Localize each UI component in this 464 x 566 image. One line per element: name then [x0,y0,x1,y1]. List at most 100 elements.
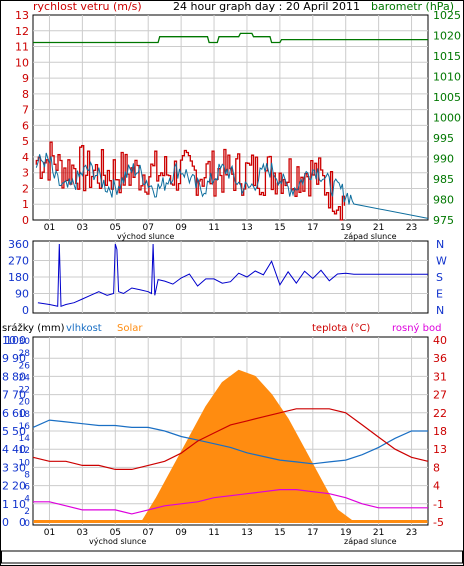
hour-tick-label: 11 [208,528,219,538]
hour-tick-label: 03 [77,528,88,538]
humidity-tick-label: 20 [12,480,26,493]
humidity-tick-label: 70 [12,389,26,402]
solar-tick-label: 18 [19,410,31,420]
legend-solar: Solar [117,323,143,334]
temperature-tick-label: 40 [433,334,447,347]
direction-tick-label: 360 [8,238,29,251]
hour-tick-label: 23 [406,528,417,538]
hour-tick-label: 01 [44,223,55,233]
chart-title: 24 hour graph day : 20 April 2011 [173,0,360,13]
pressure-line [33,32,428,44]
hour-tick-label: 07 [142,528,153,538]
footer-bar [1,550,463,564]
direction-tick-label: 0 [22,304,29,317]
hour-tick-label: 07 [142,223,153,233]
solar-tick-label: 8 [24,470,30,480]
wind-direction-line [37,243,428,308]
hour-tick-label: 01 [44,528,55,538]
hour-tick-label: 15 [274,223,285,233]
temperature-tick-label: -1 [433,498,444,511]
hour-tick-label: 13 [241,528,252,538]
right-axis-label: barometr (hPa) [371,0,454,13]
temperature-tick-label: 8 [433,461,440,474]
hour-tick-label: 15 [274,528,285,538]
solar-tick-label: 10 [19,458,31,468]
left-axis-label: rychlost vetru (m/s) [33,0,142,13]
hour-tick-label: 09 [175,223,187,233]
hour-tick-label: 17 [307,528,318,538]
hour-tick-label: 21 [373,223,384,233]
solar-tick-label: 4 [24,495,30,505]
humidity-tick-label: 90 [12,352,26,365]
direction-tick-label: 270 [8,255,29,268]
wind-tick-label: 0 [22,214,29,227]
dewpoint-line [33,489,428,515]
solar-tick-label: 28 [19,349,31,359]
pressure-tick-label: 980 [433,194,454,207]
hour-tick-label: 03 [77,223,88,233]
rain-tick-label: 0 [2,516,9,529]
solar-tick-label: 24 [19,373,31,383]
wind-tick-label: 1 [22,198,29,211]
solar-tick-label: 26 [19,361,31,371]
pressure-tick-label: 1020 [433,30,461,43]
humidity-tick-label: 50 [12,425,26,438]
temperature-tick-label: 4 [433,480,440,493]
wind-tick-label: 10 [15,56,29,69]
rain-tick-label: 6 [2,407,9,420]
sunset-label: západ slunce [344,232,397,241]
wind-speed-line [35,141,346,221]
solar-tick-label: 2 [24,507,30,517]
hour-tick-label: 13 [241,223,252,233]
humidity-tick-label: 10 [12,498,26,511]
solar-tick-label: 0 [24,519,30,529]
rain-tick-label: 7 [2,389,9,402]
wind-tick-label: 8 [22,88,29,101]
compass-tick-label: S [436,271,443,284]
legend-humidity: vlhkost [66,323,102,334]
wind-tick-label: 6 [22,119,29,132]
wind-tick-label: 12 [15,25,29,38]
rain-bar [34,520,427,523]
rain-tick-label: 2 [2,480,9,493]
temperature-tick-label: 36 [433,352,447,365]
humidity-tick-label: 80 [12,370,26,383]
rain-tick-label: 5 [2,425,9,438]
humidity-tick-label: 100 [5,334,26,347]
pressure-tick-label: 1000 [433,112,461,125]
humidity-tick-label: 0 [19,516,26,529]
direction-tick-label: 180 [8,271,29,284]
temperature-tick-label: 13 [433,443,447,456]
pressure-tick-label: 975 [433,214,454,227]
rain-tick-label: 10 [2,334,16,347]
solar-tick-label: 30 [19,337,31,347]
sunrise-label: východ slunce [117,232,174,241]
wind-tick-label: 3 [22,167,29,180]
rain-tick-label: 3 [2,461,9,474]
compass-tick-label: N [436,238,444,251]
panel1-frame [32,14,429,221]
solar-tick-label: 14 [19,434,31,444]
compass-tick-label: N [436,304,444,317]
pressure-tick-label: 1025 [433,9,461,22]
hour-tick-label: 09 [175,528,187,538]
sunrise-label-2: východ slunce [89,537,146,546]
humidity-line [32,419,428,465]
wind-tick-label: 9 [22,72,29,85]
legend-dewpoint: rosný bod [392,322,441,334]
wind-tick-label: 7 [22,104,29,117]
wind-tick-label: 4 [22,151,29,164]
hour-tick-label: 11 [208,223,219,233]
sunset-label-2: západ slunce [344,537,397,546]
temperature-tick-label: 27 [433,389,447,402]
compass-tick-label: E [436,288,443,301]
hour-tick-label: 21 [373,528,384,538]
hour-tick-label: 05 [110,528,121,538]
hour-tick-label: 17 [307,223,318,233]
humidity-tick-label: 60 [12,407,26,420]
compass-tick-label: W [436,255,447,268]
wind-tick-label: 13 [15,9,29,22]
pressure-tick-label: 985 [433,173,454,186]
solar-tick-label: 16 [19,422,31,432]
